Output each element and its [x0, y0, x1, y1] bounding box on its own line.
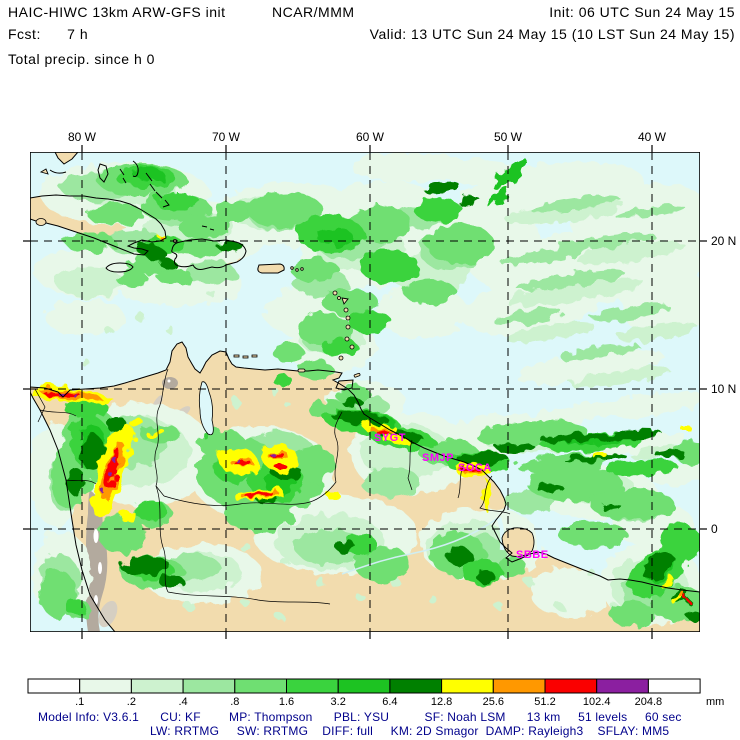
- colorbar-segment: [492, 678, 546, 694]
- amazon-delta-channels: [496, 517, 542, 557]
- map-panel: SYGT SMJP SOCA SBBE: [30, 152, 700, 632]
- colorbar-tick: .1: [75, 696, 84, 708]
- colorbar-unit: mm: [706, 696, 724, 708]
- x-axis-labels: 80 W 70 W 60 W 50 W 40 W: [68, 130, 667, 144]
- y-axis-labels: 20 N 10 N 0: [711, 234, 736, 536]
- small-islands: [35, 160, 361, 378]
- header-line-1: HAIC-HIWC 13km ARW-GFS init NCAR/MMM Ini…: [0, 4, 740, 22]
- colorbar-tick: 3.2: [331, 696, 346, 708]
- axis-ticks: [23, 145, 707, 639]
- forecast-hour: Fcst: 7 h: [8, 26, 89, 42]
- precip-level-purple: [57, 390, 276, 494]
- colorbar-segment: [286, 678, 339, 694]
- colorbar-segment: [596, 678, 649, 694]
- header-line-2: Fcst: 7 h Valid: 13 UTC Sun 24 May 15 (1…: [0, 26, 740, 44]
- field-title: Total precip. since h 0: [8, 51, 155, 67]
- lat-label: 20 N: [711, 234, 736, 248]
- station-label: SBBE: [516, 549, 549, 561]
- colorbar-segment: [544, 678, 598, 694]
- colorbar-segment: [441, 678, 494, 694]
- colorbar-tick: 12.8: [431, 696, 452, 708]
- colorbar-segment: [182, 678, 236, 694]
- amazon-river: [341, 517, 499, 575]
- colorbar-tick: .2: [127, 696, 136, 708]
- org-name: NCAR/MMM: [272, 4, 355, 20]
- colorbar-tick-labels: .1 .2 .4 .8 1.6 3.2 6.4 12.8 25.6 51.2 1…: [75, 696, 724, 708]
- colorbar-segment: [389, 678, 443, 694]
- colorbar-segment: [337, 678, 391, 694]
- valid-time: Valid: 13 UTC Sun 24 May 15 (10 LST Sun …: [369, 26, 735, 42]
- header-line-3: Total precip. since h 0: [0, 51, 740, 69]
- lon-label: 70 W: [212, 130, 241, 144]
- station-labels: SYGT SMJP SOCA SBBE: [374, 432, 549, 561]
- colorbar-tick: .4: [179, 696, 188, 708]
- station-label: SMJP: [422, 452, 454, 464]
- colorbar-tick: 51.2: [534, 696, 555, 708]
- model-info-line-1: Model Info: V3.6.1 CU: KF MP: Thompson P…: [38, 710, 682, 724]
- precipitation-field: [30, 153, 700, 627]
- colorbar-segment: [130, 678, 184, 694]
- colorbar-segment: [647, 678, 701, 694]
- lat-lon-gridlines: [30, 152, 700, 632]
- lake-maracaibo: [198, 381, 214, 436]
- lon-label: 80 W: [68, 130, 97, 144]
- station-label: SOCA: [458, 462, 492, 474]
- colorbar-tick: .8: [230, 696, 239, 708]
- lon-label: 40 W: [638, 130, 667, 144]
- colorbar-tick: 1.6: [279, 696, 294, 708]
- colorbar-tick: 204.8: [635, 696, 663, 708]
- lat-label: 0: [711, 522, 718, 536]
- model-title: HAIC-HIWC 13km ARW-GFS init: [8, 4, 226, 20]
- colorbar-tick: 6.4: [382, 696, 397, 708]
- lon-label: 50 W: [494, 130, 523, 144]
- colorbar-tick: 25.6: [483, 696, 504, 708]
- station-label: SYGT: [374, 432, 406, 444]
- colorbar-segment: [234, 678, 288, 694]
- model-info-line-2: LW: RRTMG SW: RRTMG DIFF: full KM: 2D Sm…: [150, 724, 670, 738]
- lat-label: 10 N: [711, 382, 736, 396]
- colorbar-segment: [27, 678, 81, 694]
- country-borders: [34, 368, 511, 605]
- colorbar: .1 .2 .4 .8 1.6 3.2 6.4 12.8 25.6 51.2 1…: [27, 678, 724, 708]
- init-time: Init: 06 UTC Sun 24 May 15: [549, 4, 735, 20]
- colorbar-tick: 102.4: [583, 696, 611, 708]
- lon-label: 60 W: [356, 130, 385, 144]
- colorbar-segment: [79, 678, 132, 694]
